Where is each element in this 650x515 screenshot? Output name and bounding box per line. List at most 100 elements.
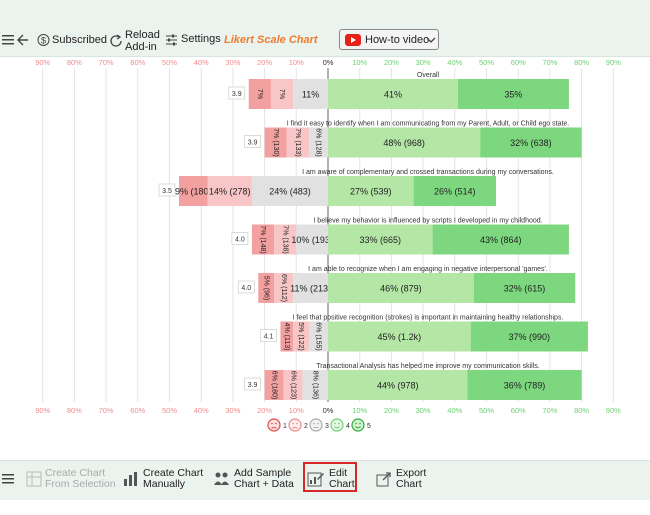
back-arrow-icon[interactable]: [16, 33, 30, 47]
create-manually-label-2: Manually: [143, 478, 186, 490]
bar-data-label: 48% (968): [383, 138, 425, 148]
x-tick-label-top: 50%: [479, 58, 494, 67]
subscribed-button[interactable]: $ Subscribed: [37, 33, 107, 47]
bar-data-label: 11% (213): [290, 284, 331, 294]
row-mean-value: 3.5: [162, 188, 172, 195]
bar-segment: [274, 224, 297, 255]
x-tick-label-top: 20%: [257, 58, 272, 67]
bar-segment: [248, 79, 271, 109]
bar-segment: [328, 370, 468, 400]
bar-data-label: 14% (278): [209, 187, 251, 197]
bar-data-label: 6% (155): [315, 322, 322, 350]
bar-segment: [274, 273, 294, 303]
edit-chart-label-1: Edit: [329, 467, 348, 479]
people-icon: [214, 472, 229, 485]
create-selection-label-1: Create Chart: [45, 467, 106, 479]
edit-chart-button[interactable]: Edit Chart: [307, 468, 355, 492]
row-mean-value: 4.0: [241, 285, 251, 292]
legend-label: 1: [283, 423, 287, 430]
x-tick-label-top: 30%: [225, 58, 240, 67]
bar-segment: [480, 127, 582, 158]
svg-text:$: $: [41, 36, 46, 46]
legend-face-mouth: [292, 426, 298, 429]
bar-segment: [302, 370, 328, 400]
x-tick-label-bottom: 20%: [384, 406, 399, 415]
howto-video-label: How-to video: [365, 34, 430, 46]
x-tick-label-top: 40%: [194, 58, 209, 67]
sliders-icon: [166, 34, 177, 46]
bar-data-label: 7% (148): [259, 225, 266, 253]
reload-label-1: Reload: [125, 29, 160, 41]
bar-data-label: 7% (133): [294, 128, 301, 156]
youtube-icon: [345, 34, 361, 46]
bar-segment: [251, 176, 328, 206]
create-manually-label-1: Create Chart: [143, 467, 204, 479]
bottom-menu-icon[interactable]: [2, 473, 16, 488]
bar-segment: [207, 176, 252, 206]
x-tick-label-top: 80%: [67, 58, 82, 67]
bar-data-label: 27% (539): [350, 187, 392, 197]
howto-video-dropdown[interactable]: How-to video: [339, 29, 439, 50]
x-tick-label-top: 50%: [162, 58, 177, 67]
legend-face-eye: [271, 422, 273, 425]
export-chart-label-1: Export: [396, 467, 427, 479]
x-tick-label-top: 20%: [384, 58, 399, 67]
bar-segment: [328, 321, 471, 352]
edit-chart-icon: [307, 472, 324, 487]
x-tick-label-bottom: 40%: [194, 406, 209, 415]
bar-data-label: 32% (638): [510, 138, 552, 148]
add-sample-label-2: Chart + Data: [234, 478, 294, 490]
x-tick-label-top: 40%: [447, 58, 462, 67]
legend-face-eye: [338, 422, 340, 425]
row-question-label: Transactional Analysis has helped me imp…: [316, 363, 539, 370]
legend-label: 2: [304, 423, 308, 430]
x-tick-label-top: 90%: [606, 58, 621, 67]
bar-data-label: 7%: [256, 89, 263, 99]
x-tick-label-top: 80%: [574, 58, 589, 67]
likert-chart-area: 90% 90% 80% 80% 70% 70% 60% 60% 50% 50% 40% 40% 30% 3…: [0, 57, 650, 460]
create-manually-button[interactable]: Create Chart Manually: [123, 468, 203, 492]
bar-segment: [296, 224, 328, 255]
reload-icon: [110, 34, 122, 47]
create-from-selection-button[interactable]: Create Chart From Selection: [26, 467, 116, 492]
x-tick-label-bottom: 60%: [511, 406, 526, 415]
row-mean-value: 4.1: [264, 334, 274, 341]
bar-data-label: 32% (615): [504, 284, 546, 294]
row-question-label: I find it easy to identify when I am com…: [287, 121, 570, 128]
bar-segment: [283, 370, 303, 400]
bar-chart-icon: [124, 472, 137, 486]
bar-data-label: 46% (879): [380, 284, 422, 294]
menu-icon[interactable]: [2, 34, 16, 46]
reload-label-2: Add-in: [125, 41, 157, 53]
settings-button[interactable]: Settings: [165, 33, 221, 47]
bottom-toolbar: Create Chart From Selection Create Chart…: [0, 460, 650, 500]
x-tick-label-bottom: 30%: [416, 406, 431, 415]
bar-data-label: 45% (1.2k): [378, 332, 422, 342]
legend-face-eye: [317, 422, 319, 425]
dollar-icon: $: [37, 34, 50, 46]
add-sample-button[interactable]: Add Sample Chart + Data: [213, 468, 294, 492]
x-tick-label-top: 70%: [99, 58, 114, 67]
x-tick-label-bottom: 70%: [99, 406, 114, 415]
bar-data-label: 35%: [504, 90, 522, 100]
legend-face-eye: [359, 422, 361, 425]
bar-data-label: 7% (138): [281, 225, 288, 253]
export-chart-button[interactable]: Export Chart: [376, 468, 436, 492]
legend-face-icon: [309, 418, 323, 432]
subscribed-label: Subscribed: [52, 34, 108, 46]
legend-face-icon: [351, 418, 365, 432]
bar-segment: [328, 273, 474, 303]
x-tick-label-bottom: 90%: [606, 406, 621, 415]
bar-segment: [328, 224, 433, 255]
bar-segment: [328, 127, 481, 158]
create-selection-label-2: From Selection: [45, 478, 116, 490]
bar-data-label: 7% (130): [272, 128, 279, 156]
x-tick-label-top: 60%: [511, 58, 526, 67]
x-tick-label-bottom: 50%: [479, 406, 494, 415]
legend-face-eye: [334, 422, 336, 425]
x-tick-label-bottom: 90%: [35, 406, 50, 415]
reload-addin-button[interactable]: Reload Add-in: [108, 29, 160, 55]
bar-segment: [293, 273, 328, 303]
bar-segment: [258, 273, 275, 303]
bar-data-label: 36% (789): [504, 381, 546, 391]
